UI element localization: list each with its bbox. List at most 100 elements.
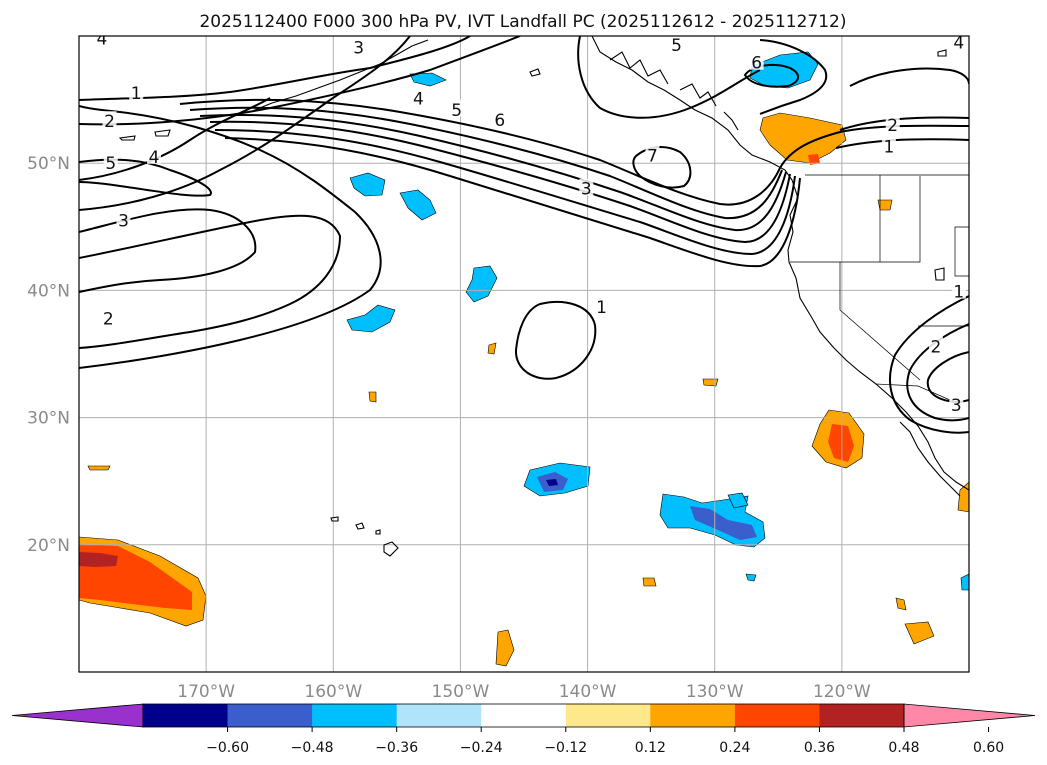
colorbar-box: [481, 704, 567, 727]
lon-tick-label: 120°W: [813, 682, 871, 702]
contour-label: 3: [118, 211, 129, 231]
contour-label-bg: [102, 111, 117, 129]
contour-label: 3: [353, 38, 364, 58]
contour-5-west: [79, 158, 212, 197]
contour-label: 5: [105, 154, 116, 174]
contour-label: 4: [413, 89, 424, 109]
longitude-labels: 170°W 160°W 150°W 140°W 130°W 120°W: [177, 682, 871, 702]
lon-tick-label: 170°W: [177, 682, 235, 702]
shade-pos-small-b: [904, 621, 935, 645]
colorbar-box: [734, 704, 820, 727]
colorbar-box: [143, 704, 229, 727]
border-states-b: [839, 262, 921, 381]
colorbar-box: [650, 704, 736, 727]
colorbar-tick-label: 0.36: [804, 740, 835, 756]
contour-label: 3: [951, 396, 962, 416]
contour-label-bg: [492, 109, 507, 127]
latitude-labels: 50°N 40°N 30°N 20°N: [27, 154, 70, 556]
colorbar: −0.60 −0.48 −0.36 −0.24 −0.12 0.12 0.24 0.36 0.4…: [11, 703, 1036, 756]
lon-tick-label: 160°W: [304, 682, 362, 702]
shade-pos-small-g: [368, 391, 377, 403]
colorbar-box: [227, 704, 313, 727]
shade-pos-small-c: [702, 378, 719, 387]
contour-label-bg: [885, 115, 900, 133]
shade-neg-small-m: [727, 492, 749, 509]
shade-neg-alaska: [749, 51, 819, 89]
shade-pos-offshore-ca-core: [828, 424, 854, 462]
colorbar-tick-label: −0.36: [375, 740, 418, 756]
colorbar-tick-label: 0.12: [635, 740, 666, 756]
contour-label-bg: [411, 88, 426, 106]
island-hawaii-d: [375, 529, 381, 535]
contour-2-northwest: [79, 36, 521, 126]
lon-tick-label: 150°W: [432, 682, 490, 702]
shade-neg-central-core: [690, 506, 757, 540]
coast-alaska-penin: [249, 39, 429, 113]
colorbar-box: [396, 704, 482, 727]
coast-alaska-b: [679, 83, 717, 107]
contour-label: 5: [451, 101, 462, 121]
contour-east-1: [835, 138, 969, 149]
lat-tick-label: 40°N: [27, 281, 70, 301]
contour-label-bg: [951, 281, 966, 299]
contour-label: 2: [103, 309, 114, 329]
shade-pos-small-e: [895, 597, 907, 611]
contour-label-bg: [594, 296, 609, 314]
island-aleut-a: [529, 68, 541, 77]
island-aleut-c: [118, 135, 136, 141]
map-frame: [78, 35, 970, 673]
contour-jet-2: [189, 106, 783, 220]
shade-neg-aleutian: [409, 72, 447, 87]
shade-pos-small-f: [487, 342, 497, 355]
shade-neg-hawaii-north-max: [546, 479, 558, 486]
contour-label-bg: [645, 145, 660, 163]
lat-tick-label: 50°N: [27, 154, 70, 174]
contour-alaska-ridge-2: [759, 39, 828, 115]
contour-sw-1: [889, 295, 969, 434]
contour-label-bg: [881, 136, 896, 154]
shade-pos-small-i: [877, 199, 893, 211]
contour-1-closed: [514, 300, 597, 380]
contour-1-west-outer: [79, 105, 382, 369]
coast-alaska-a: [609, 51, 669, 85]
contour-label-bg: [103, 153, 118, 171]
contour-1-northwest: [79, 36, 471, 101]
shade-pos-pacnw-core: [808, 154, 820, 165]
shade-neg-small-l: [745, 573, 757, 582]
island-hawaii-c: [330, 516, 339, 522]
contour-label: 1: [883, 138, 894, 158]
border-states-e: [954, 226, 969, 277]
shade-neg-small-k: [960, 573, 969, 591]
contour-label-bg: [94, 36, 109, 46]
contour-label-bg: [101, 308, 116, 326]
island-hawaii-b: [355, 522, 365, 530]
contour-label: 2: [887, 116, 898, 136]
colorbar-box: [819, 704, 905, 727]
contour-label: 2: [931, 337, 942, 357]
contour-3-west: [79, 36, 411, 211]
contour-label: 4: [953, 33, 964, 53]
contour-2-west-outer: [79, 214, 342, 349]
contour-jet-1: [179, 98, 969, 206]
contour-label-bg: [129, 83, 144, 101]
contour-label-bg: [351, 37, 366, 55]
contour-label: 1: [131, 84, 142, 104]
coast-alaska-c: [723, 111, 739, 131]
pv-contours: [79, 36, 969, 434]
contour-label-bg: [449, 99, 464, 117]
colorbar-tick-label: 0.60: [973, 740, 1004, 756]
shade-pos-pacnw: [759, 112, 847, 164]
colorbar-box: [565, 704, 651, 727]
colorbar-tick-label: −0.12: [544, 740, 587, 756]
colorbar-tick-label: 0.24: [719, 740, 750, 756]
colorbar-extend-high: [903, 703, 1036, 728]
contour-6-alaska-closed: [743, 63, 799, 88]
shade-neg-mid-a: [465, 265, 498, 303]
contour-label-bg: [116, 210, 131, 228]
colorbar-tick-label: −0.48: [291, 740, 334, 756]
contour-northeast: [849, 67, 969, 87]
lon-tick-label: 130°W: [686, 682, 744, 702]
colorbar-outline: [142, 703, 905, 728]
